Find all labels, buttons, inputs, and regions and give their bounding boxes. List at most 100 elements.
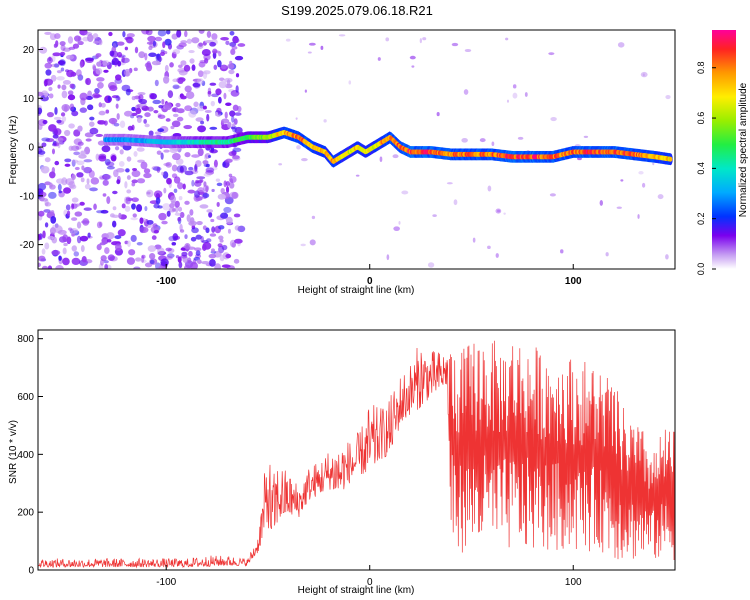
noise-blob	[127, 125, 133, 131]
noise-blob	[175, 158, 184, 165]
noise-blob	[463, 89, 469, 95]
noise-blob	[186, 214, 191, 222]
noise-blob	[168, 207, 176, 213]
noise-blob	[197, 187, 205, 195]
noise-blob	[119, 120, 126, 129]
x-tick-label: 0	[367, 276, 373, 287]
noise-blob	[191, 179, 195, 187]
noise-blob	[63, 242, 68, 247]
noise-blob	[171, 164, 178, 172]
noise-blob	[191, 154, 200, 158]
y-tick-label: 0	[28, 566, 34, 577]
noise-blob	[106, 232, 115, 240]
noise-blob	[215, 111, 219, 117]
noise-blob	[97, 81, 104, 89]
noise-blob	[301, 157, 308, 162]
noise-blob	[106, 238, 112, 243]
noise-blob	[234, 55, 244, 61]
noise-blob	[105, 109, 110, 114]
noise-blob	[184, 152, 191, 158]
noise-blob	[71, 245, 77, 252]
noise-blob	[225, 186, 230, 194]
noise-blob	[148, 45, 153, 51]
noise-blob	[65, 54, 75, 60]
noise-blob	[183, 64, 191, 72]
noise-blob	[196, 220, 203, 226]
noise-blob	[148, 92, 155, 100]
noise-blob	[71, 159, 76, 167]
noise-blob	[70, 145, 80, 152]
noise-blob	[96, 77, 105, 82]
noise-blob	[211, 93, 219, 98]
noise-blob	[41, 266, 49, 269]
noise-blob	[71, 159, 79, 163]
noise-blob	[59, 41, 66, 46]
noise-blob	[419, 38, 422, 44]
colorbar-tick-label: 0.0	[696, 263, 706, 276]
noise-blob	[63, 187, 72, 194]
noise-blob	[86, 178, 90, 185]
noise-blob	[124, 46, 129, 51]
noise-blob	[57, 183, 62, 191]
noise-blob	[199, 204, 209, 209]
x-tick-label: 100	[565, 276, 582, 287]
noise-blob	[68, 46, 76, 50]
noise-blob	[164, 64, 169, 72]
noise-blob	[146, 41, 154, 45]
noise-blob	[398, 220, 401, 225]
noise-blob	[285, 38, 291, 42]
noise-blob	[144, 112, 151, 118]
noise-blob	[133, 266, 141, 269]
noise-blob	[73, 35, 81, 42]
noise-blob	[94, 88, 100, 94]
noise-blob	[461, 137, 468, 143]
noise-blob	[146, 63, 153, 72]
noise-blob	[211, 33, 218, 41]
noise-blob	[54, 33, 61, 40]
noise-blob	[105, 161, 115, 167]
noise-blob	[116, 113, 120, 120]
noise-blob	[126, 189, 132, 194]
noise-blob	[237, 225, 246, 233]
noise-blob	[80, 245, 85, 253]
noise-blob	[95, 68, 103, 75]
noise-blob	[233, 258, 240, 264]
noise-blob	[191, 64, 196, 71]
noise-blob	[74, 211, 83, 217]
noise-blob	[220, 212, 229, 219]
y-tick-label: 10	[23, 94, 35, 105]
noise-blob	[124, 181, 128, 189]
noise-blob	[308, 42, 316, 46]
noise-blob	[157, 128, 165, 133]
noise-blob	[44, 157, 51, 163]
noise-blob	[121, 84, 131, 92]
noise-blob	[124, 205, 131, 212]
noise-blob	[121, 203, 126, 209]
noise-blob	[491, 141, 495, 147]
noise-blob	[191, 37, 200, 44]
noise-blob	[295, 117, 298, 120]
noise-blob	[517, 136, 524, 140]
noise-blob	[116, 179, 121, 185]
noise-blob	[184, 105, 193, 112]
noise-blob	[550, 117, 557, 122]
noise-blob	[208, 211, 213, 218]
noise-blob	[159, 265, 164, 269]
noise-blob	[136, 116, 142, 123]
y-tick-label: 800	[17, 334, 34, 345]
noise-blob	[218, 235, 224, 240]
noise-blob	[154, 79, 159, 87]
noise-blob	[227, 228, 231, 234]
noise-blob	[180, 40, 188, 44]
noise-blob	[524, 92, 528, 97]
noise-blob	[79, 107, 88, 113]
noise-blob	[175, 255, 180, 259]
noise-blob	[96, 221, 102, 229]
noise-blob	[155, 197, 161, 205]
noise-blob	[126, 175, 131, 180]
noise-blob	[95, 153, 100, 161]
noise-blob	[200, 236, 204, 243]
noise-blob	[172, 49, 181, 55]
noise-blob	[201, 260, 210, 265]
